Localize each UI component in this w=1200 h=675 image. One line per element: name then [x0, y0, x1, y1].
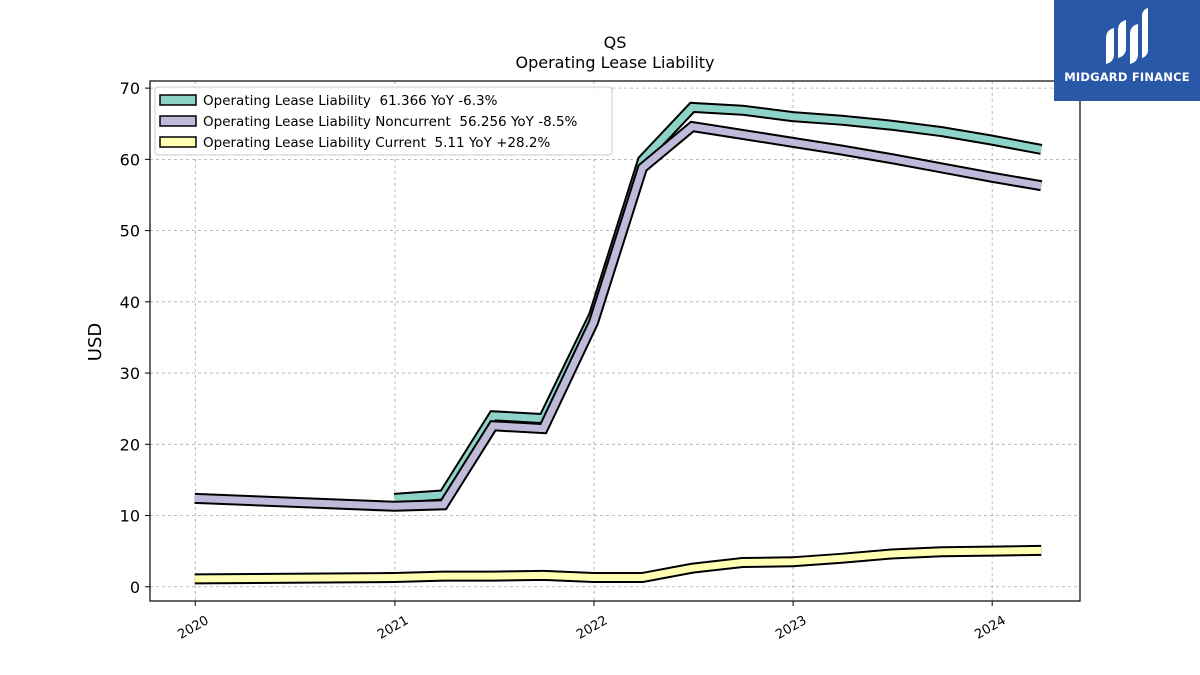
data-point — [741, 109, 744, 112]
data-point — [1040, 148, 1043, 151]
y-tick-label: 40 — [120, 293, 140, 312]
y-tick-label: 70 — [120, 79, 140, 98]
data-point — [492, 575, 495, 578]
legend-label: Operating Lease Liability Current 5.11 Y… — [203, 135, 550, 151]
y-tick-label: 60 — [120, 150, 140, 169]
series-line — [194, 546, 1042, 583]
data-point — [393, 576, 396, 579]
y-tick-label: 50 — [120, 222, 140, 241]
data-point — [741, 561, 744, 564]
data-point — [840, 557, 843, 560]
data-point — [193, 497, 196, 500]
y-tick-label: 20 — [120, 435, 140, 454]
legend-label: Operating Lease Liability 61.366 YoY -6.… — [203, 93, 498, 109]
data-point — [1040, 184, 1043, 187]
data-point — [691, 567, 694, 570]
data-point — [442, 575, 445, 578]
data-point — [393, 497, 396, 500]
data-point — [840, 149, 843, 152]
chart-subtitle: Operating Lease Liability — [515, 53, 714, 72]
data-point — [492, 414, 495, 417]
data-point — [940, 550, 943, 553]
y-tick-label: 10 — [120, 507, 140, 526]
data-point — [691, 106, 694, 109]
series-line-outline — [194, 120, 1043, 512]
series-line — [194, 122, 1042, 510]
data-point — [791, 141, 794, 144]
data-point — [990, 550, 993, 553]
data-point — [791, 115, 794, 118]
data-point — [840, 119, 843, 122]
y-tick-label: 30 — [120, 364, 140, 383]
data-point — [592, 321, 595, 324]
data-point — [393, 505, 396, 508]
series-line — [394, 103, 1042, 502]
data-point — [592, 576, 595, 579]
x-tick-label: 2022 — [574, 613, 610, 643]
legend-label: Operating Lease Liability Noncurrent 56.… — [203, 114, 578, 130]
legend-swatch — [159, 94, 197, 106]
x-tick-label: 2020 — [175, 613, 211, 643]
legend: Operating Lease Liability 61.366 YoY -6.… — [154, 86, 613, 156]
data-point — [890, 553, 893, 556]
y-tick-label: 0 — [130, 578, 140, 597]
x-tick-label: 2024 — [972, 613, 1008, 643]
data-point — [990, 139, 993, 142]
chart-title: QS — [604, 33, 627, 52]
x-tick-label: 2023 — [773, 613, 809, 643]
midgard-logo-icon — [1106, 8, 1148, 64]
legend-swatch — [159, 115, 197, 127]
data-point — [1040, 549, 1043, 552]
data-point — [691, 125, 694, 128]
data-point — [193, 577, 196, 580]
brand-name: MIDGARD FINANCE — [1064, 70, 1190, 84]
data-point — [940, 130, 943, 133]
data-point — [641, 166, 644, 169]
legend-swatch — [159, 136, 197, 148]
data-point — [542, 574, 545, 577]
data-point — [542, 427, 545, 430]
data-point — [890, 124, 893, 127]
data-point — [791, 560, 794, 563]
plot-frame — [149, 80, 1081, 602]
y-axis-label: USD — [85, 323, 106, 361]
grid — [150, 81, 1080, 601]
brand-badge: MIDGARD FINANCE — [1054, 0, 1200, 101]
data-point — [641, 576, 644, 579]
data-point — [940, 166, 943, 169]
series-layer — [193, 101, 1043, 585]
data-point — [741, 133, 744, 136]
x-tick-label: 2021 — [375, 613, 411, 643]
data-point — [442, 503, 445, 506]
data-point — [492, 424, 495, 427]
data-point — [890, 157, 893, 160]
data-point — [990, 176, 993, 179]
legend-box — [154, 86, 613, 156]
